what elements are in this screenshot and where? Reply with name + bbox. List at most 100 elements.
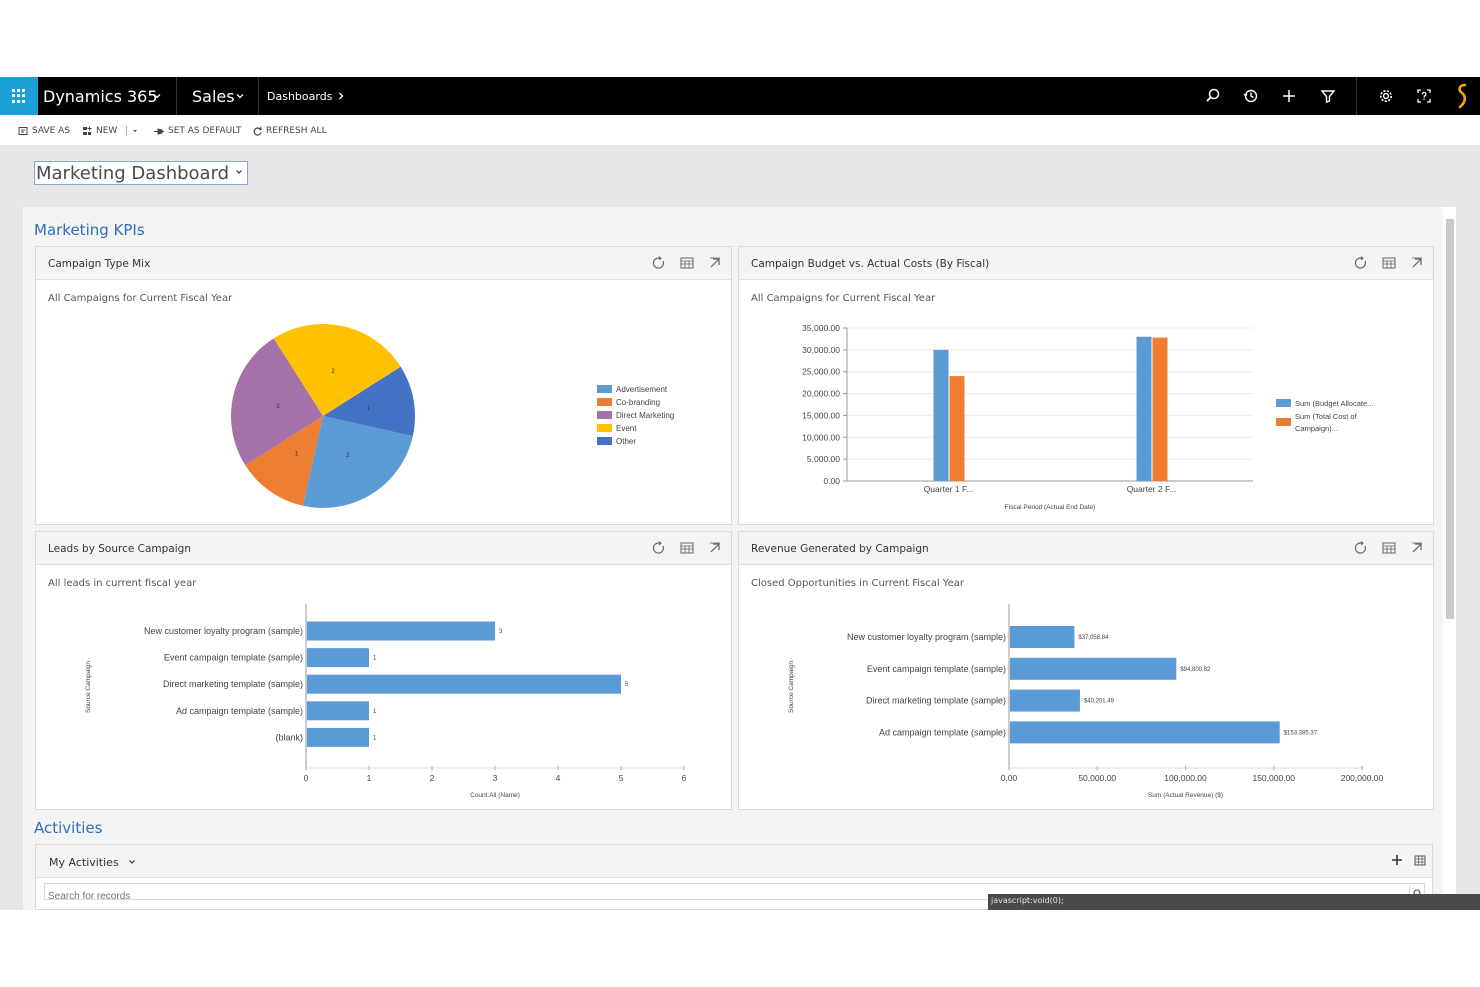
save-as-label: SAVE AS <box>32 126 71 136</box>
new-dropdown-separator: | <box>125 126 129 136</box>
panel-header: Campaign Type Mix <box>36 247 731 280</box>
panel-header: Campaign Budget vs. Actual Costs (By Fis… <box>739 247 1433 280</box>
refresh-icon[interactable] <box>651 255 667 271</box>
set-as-default-button[interactable]: SET AS DEFAULT <box>153 124 241 138</box>
refresh-icon[interactable] <box>651 540 667 556</box>
pie-slice-direct-marketing <box>231 338 323 466</box>
new-button[interactable]: NEW <box>82 124 117 138</box>
x-tick-label: 4 <box>556 773 561 783</box>
gear-icon[interactable] <box>1376 86 1396 106</box>
top-navigation-bar: Dynamics 365 Sales Dashboards <box>0 77 1480 115</box>
y-tick-label: 30,000.00 <box>802 345 840 355</box>
waffle-icon <box>12 89 26 103</box>
pie-slice-co-branding <box>245 416 323 506</box>
legend-item: Sum (Budget Allocate... <box>1295 399 1373 408</box>
view-records-icon[interactable] <box>1381 255 1397 271</box>
filter-icon[interactable] <box>1318 86 1338 106</box>
legend-item: Other <box>616 437 636 446</box>
x-tick-label: 0 <box>304 773 309 783</box>
legend-swatch <box>597 411 612 419</box>
expand-icon[interactable] <box>707 540 723 556</box>
chevron-down-icon[interactable] <box>152 77 162 115</box>
x-tick-label: 200,000.00 <box>1341 773 1384 783</box>
revenue-by-campaign-panel: Revenue Generated by Campaign Closed Opp… <box>738 531 1434 810</box>
bar <box>307 621 495 641</box>
leads-by-source-panel: Leads by Source Campaign All leads in cu… <box>35 531 732 810</box>
dashboard-selector[interactable]: Marketing Dashboard <box>34 161 249 185</box>
pie-slice-label: 2 <box>276 404 280 410</box>
x-tick-label: Quarter 2 F... <box>1127 484 1177 494</box>
expand-icon[interactable] <box>1409 255 1425 271</box>
refresh-icon[interactable] <box>1353 255 1369 271</box>
legend-swatch <box>1276 399 1291 407</box>
legend-item: Event <box>616 424 637 433</box>
panel-subtitle: All Campaigns for Current Fiscal Year <box>751 293 936 304</box>
leads-bar-chart: 0 1 2 3 4 5 6 New customer loyalty program (sam… <box>85 604 687 799</box>
dashboard-canvas: Marketing KPIs Campaign Type Mix All Cam… <box>23 207 1443 910</box>
legend-swatch <box>597 385 612 393</box>
data-label: 1 <box>373 656 377 662</box>
expand-icon[interactable] <box>1409 540 1425 556</box>
expand-icon[interactable] <box>707 255 723 271</box>
nav-divider <box>258 77 259 115</box>
vertical-scrollbar[interactable] <box>1443 207 1456 910</box>
data-label: $94,800.82 <box>1180 667 1211 673</box>
pie-slice-event <box>273 324 401 416</box>
y-tick-label: 10,000.00 <box>802 432 840 442</box>
refresh-all-button[interactable]: REFRESH ALL <box>252 124 327 138</box>
grid-view-icon[interactable] <box>1414 855 1426 866</box>
x-tick-label: 150,000.00 <box>1252 773 1295 783</box>
save-as-icon <box>18 126 28 135</box>
activities-panel: My Activities <box>35 844 1433 910</box>
area-selector[interactable]: Sales <box>192 86 235 106</box>
revenue-bar-chart: 0.00 50,000.00 100,000.00 150,000.00 200,000… <box>788 604 1384 799</box>
activities-view-selector[interactable]: My Activities <box>49 856 136 869</box>
plus-icon[interactable] <box>1279 86 1299 106</box>
chevron-right-icon[interactable] <box>336 77 346 115</box>
data-label: 1 <box>373 735 377 741</box>
legend-item: Campaign)... <box>1295 424 1338 433</box>
refresh-icon[interactable] <box>1353 540 1369 556</box>
app-name[interactable]: Dynamics 365 <box>43 86 158 106</box>
scrollbar-thumb[interactable] <box>1446 219 1454 619</box>
bar <box>1010 689 1080 712</box>
y-axis-title: Source Campaign <box>788 661 795 713</box>
x-axis-title: Fiscal Period (Actual End Date) <box>1005 504 1096 511</box>
budget-vs-cost-column-chart: 35,000.00 30,000.00 25,000.00 20,000.00 15,0… <box>802 323 1373 511</box>
view-records-icon[interactable] <box>1381 540 1397 556</box>
campaign-budget-panel: Campaign Budget vs. Actual Costs (By Fis… <box>738 246 1434 525</box>
view-records-icon[interactable] <box>679 255 695 271</box>
panel-toolbar <box>1353 540 1425 556</box>
bar <box>1010 721 1280 744</box>
category-label: Direct marketing template (sample) <box>866 696 1006 706</box>
category-label: Ad campaign template (sample) <box>879 727 1006 737</box>
y-axis-title: Source Campaign <box>85 661 92 713</box>
app-window: Dynamics 365 Sales Dashboards <box>0 77 1480 910</box>
bar <box>307 727 369 747</box>
add-icon[interactable] <box>1391 854 1403 866</box>
save-as-button[interactable]: SAVE AS <box>18 124 70 138</box>
data-label: 5 <box>625 682 629 688</box>
campaign-type-mix-panel: Campaign Type Mix All Campaigns for Curr… <box>35 246 732 525</box>
user-avatar-logo[interactable] <box>1455 83 1469 109</box>
x-tick-label: 100,000.00 <box>1164 773 1207 783</box>
panel-toolbar <box>651 540 723 556</box>
data-label: $153,385.37 <box>1284 730 1318 736</box>
new-dropdown-button[interactable] <box>131 124 142 138</box>
category-label: New customer loyalty program (sample) <box>144 626 303 636</box>
view-records-icon[interactable] <box>679 540 695 556</box>
bar-budget <box>1136 336 1152 481</box>
data-label: $37,058.84 <box>1078 635 1109 641</box>
app-launcher-button[interactable] <box>0 77 38 115</box>
y-tick-label: 25,000.00 <box>802 367 840 377</box>
activities-header: My Activities <box>36 845 1432 878</box>
pie-slice-label: 2 <box>331 369 335 375</box>
help-icon[interactable] <box>1414 86 1434 106</box>
search-icon[interactable] <box>1203 86 1223 106</box>
legend-swatch <box>1276 418 1291 426</box>
nav-divider <box>176 77 177 115</box>
breadcrumb[interactable]: Dashboards <box>267 89 333 103</box>
recent-history-icon[interactable] <box>1241 86 1261 106</box>
chevron-down-icon[interactable] <box>235 77 245 115</box>
category-label: Event campaign template (sample) <box>164 653 303 663</box>
